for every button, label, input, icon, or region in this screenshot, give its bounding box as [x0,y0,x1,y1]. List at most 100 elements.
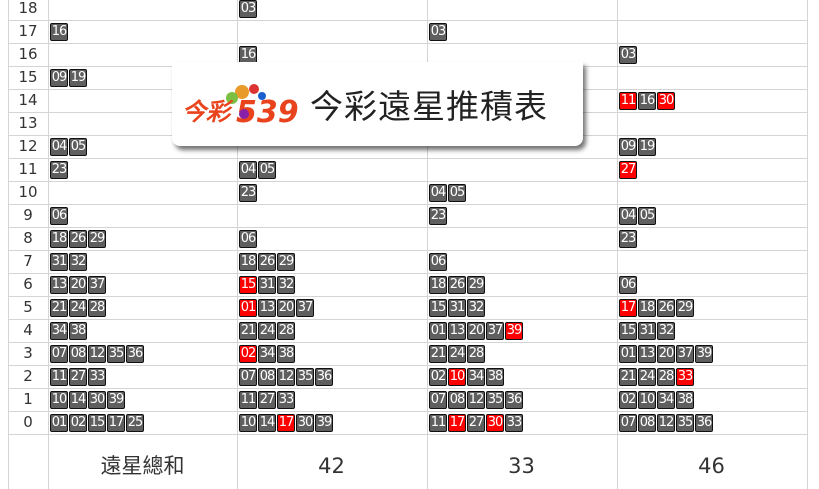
grid-line [617,0,618,489]
number-cell: 01 13 20 37 39 [617,342,713,365]
number-chip: 26 [69,229,87,248]
grid-line [8,342,808,343]
number-chip: 35 [486,390,504,409]
number-cell: 02 34 38 [237,342,295,365]
number-chip: 15 [429,298,447,317]
number-cell: 06 [617,273,637,296]
hot-number-chip: 17 [277,413,295,432]
number-chip: 20 [467,321,485,340]
number-cell: 21 24 28 [48,296,106,319]
number-cell: 06 [48,204,68,227]
number-cell: 23 [237,181,257,204]
number-chip: 29 [467,275,485,294]
number-cell: 18 26 29 [427,273,485,296]
number-chip: 36 [315,367,333,386]
number-cell: 34 38 [48,319,87,342]
number-chip: 26 [448,275,466,294]
row-label: 2 [23,367,33,385]
number-cell: 02 10 34 38 [617,388,694,411]
hot-number-chip: 10 [448,367,466,386]
number-chip: 37 [486,321,504,340]
column-total: 33 [508,454,535,478]
number-chip: 24 [69,298,87,317]
number-chip: 38 [277,344,295,363]
number-chip: 26 [657,298,675,317]
number-chip: 06 [619,275,637,294]
grid-line [8,388,808,389]
grid-line [8,181,808,182]
number-chip: 24 [638,367,656,386]
grid-line [8,20,808,21]
number-chip: 32 [277,275,295,294]
grid-line [8,227,808,228]
number-chip: 37 [296,298,314,317]
grid-line [8,204,808,205]
number-chip: 29 [676,298,694,317]
number-chip: 11 [429,413,447,432]
number-chip: 05 [638,206,656,225]
number-cell: 07 08 12 35 36 [48,342,144,365]
number-chip: 12 [88,344,106,363]
row-label: 18 [18,0,38,17]
number-chip: 08 [69,344,87,363]
grid-line [8,158,808,159]
number-chip: 18 [638,298,656,317]
number-chip: 14 [258,413,276,432]
number-chip: 27 [467,413,485,432]
number-chip: 32 [467,298,485,317]
number-chip: 08 [638,413,656,432]
number-cell: 01 13 20 37 39 [427,319,523,342]
title-banner: 今彩 539 今彩遠星推積表 [172,62,583,146]
number-chip: 02 [429,367,447,386]
number-chip: 06 [50,206,68,225]
number-chip: 07 [619,413,637,432]
grid-line [8,434,808,435]
number-chip: 38 [69,321,87,340]
number-chip: 29 [88,229,106,248]
number-chip: 10 [50,390,68,409]
number-chip: 13 [638,344,656,363]
row-label: 9 [23,206,33,224]
number-chip: 33 [277,390,295,409]
row-label: 6 [23,275,33,293]
number-cell: 03 [237,0,257,20]
number-cell: 16 [48,20,68,43]
number-cell: 04 05 [48,135,87,158]
number-chip: 02 [619,390,637,409]
number-chip: 18 [239,252,257,271]
number-chip: 33 [505,413,523,432]
number-chip: 04 [239,160,257,179]
grid-line [8,296,808,297]
row-label: 8 [23,229,33,247]
hot-number-chip: 39 [505,321,523,340]
row-label: 7 [23,252,33,270]
number-cell: 27 [617,158,637,181]
number-chip: 39 [107,390,125,409]
number-chip: 36 [695,413,713,432]
number-cell: 09 19 [48,66,87,89]
number-chip: 37 [88,275,106,294]
number-chip: 04 [429,183,447,202]
hot-number-chip: 15 [239,275,257,294]
lottery-539-logo: 今彩 539 [180,74,300,134]
number-cell: 23 [427,204,447,227]
number-chip: 34 [467,367,485,386]
number-chip: 36 [126,344,144,363]
number-chip: 17 [107,413,125,432]
number-chip: 24 [258,321,276,340]
number-chip: 38 [676,390,694,409]
number-cell: 10 14 17 30 39 [237,411,333,434]
number-chip: 08 [448,390,466,409]
number-chip: 04 [619,206,637,225]
number-chip: 11 [50,367,68,386]
row-label: 15 [18,68,38,86]
number-chip: 12 [467,390,485,409]
grid-line [237,0,238,489]
number-chip: 30 [296,413,314,432]
number-chip: 25 [126,413,144,432]
number-chip: 24 [448,344,466,363]
hot-number-chip: 02 [239,344,257,363]
number-chip: 12 [277,367,295,386]
number-cell: 07 08 12 35 36 [427,388,523,411]
svg-text:今彩: 今彩 [182,98,234,126]
